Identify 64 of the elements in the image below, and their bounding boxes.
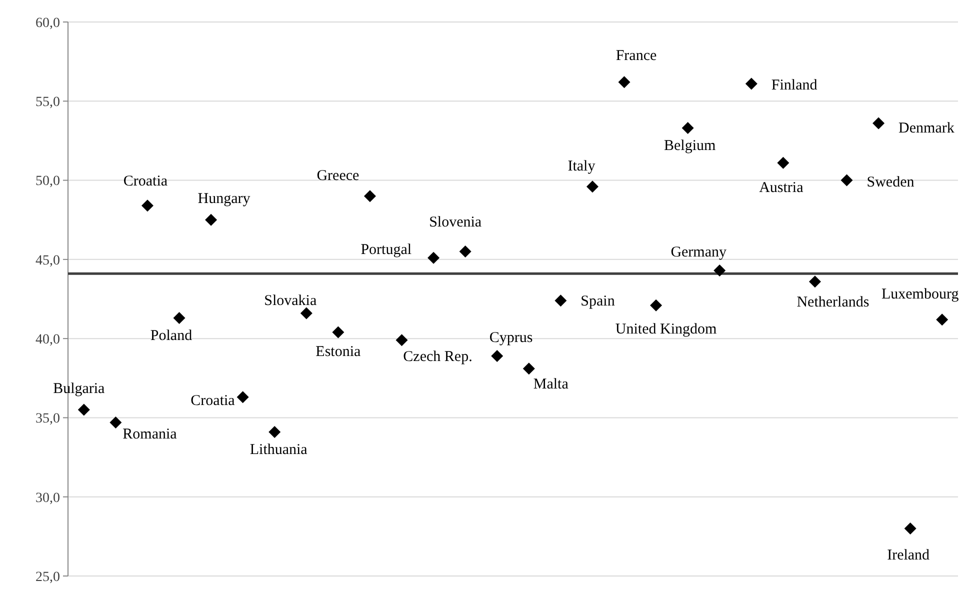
annotation: Slovenia [429,214,482,231]
annotation: Croatia [190,393,236,410]
point [936,314,948,326]
annotation: Denmark [898,120,955,136]
y-tick-label: 45,0 [36,253,60,268]
y-tick-label: 25,0 [36,570,60,585]
annotation: Czech Rep. [403,349,472,366]
annotation: Finland [771,78,818,94]
annotation: France [616,48,657,64]
point [586,180,598,193]
annotation: Bulgaria [53,380,106,397]
point [332,326,344,338]
point [808,276,821,288]
y-tick-label: 60,0 [36,16,60,31]
annotation: Estonia [316,344,362,360]
point [141,200,154,212]
annotation: Sweden [866,174,915,190]
point [682,122,694,134]
point [522,362,535,375]
y-tick-label: 30,0 [36,490,60,506]
point [714,264,726,277]
point [618,76,630,88]
point [110,416,122,428]
y-tick-label: 55,0 [36,95,60,110]
annotation: Ireland [887,548,930,564]
annotation: United Kingdom [615,321,717,338]
y-tick-label: 40,0 [36,332,60,348]
point [78,404,90,416]
point [236,391,249,404]
annotation: Croatia [123,174,168,190]
annotation: Poland [150,328,193,344]
annotation: Greece [316,168,360,184]
point [650,299,662,312]
annotation: Spain [580,294,616,310]
point [428,252,440,264]
annotation: Hungary [198,190,251,207]
point [268,426,281,438]
point [904,522,916,535]
point [173,312,186,324]
point [777,156,790,169]
y-tick-label: 50,0 [36,174,60,190]
annotation: Italy [568,158,596,175]
annotation: Austria [759,180,804,196]
point [364,190,376,202]
y-tick-label: 35,0 [36,412,60,427]
annotation: Portugal [360,242,412,258]
annotation: Slovakia [264,293,317,310]
point [745,78,758,90]
point [491,350,504,362]
annotation: Malta [533,376,569,393]
annotation: Belgium [664,138,716,154]
point [396,334,408,346]
annotation: Luxembourg [882,286,960,303]
point [459,246,472,258]
point [300,307,312,320]
point [554,294,567,307]
point [872,117,885,130]
annotation: Romania [122,426,178,442]
annotation: Cyprus [489,330,533,346]
point [205,214,218,226]
point [840,174,853,186]
annotation: Germany [670,244,728,261]
annotation: Lithuania [250,442,308,458]
annotation: Netherlands [796,294,870,311]
